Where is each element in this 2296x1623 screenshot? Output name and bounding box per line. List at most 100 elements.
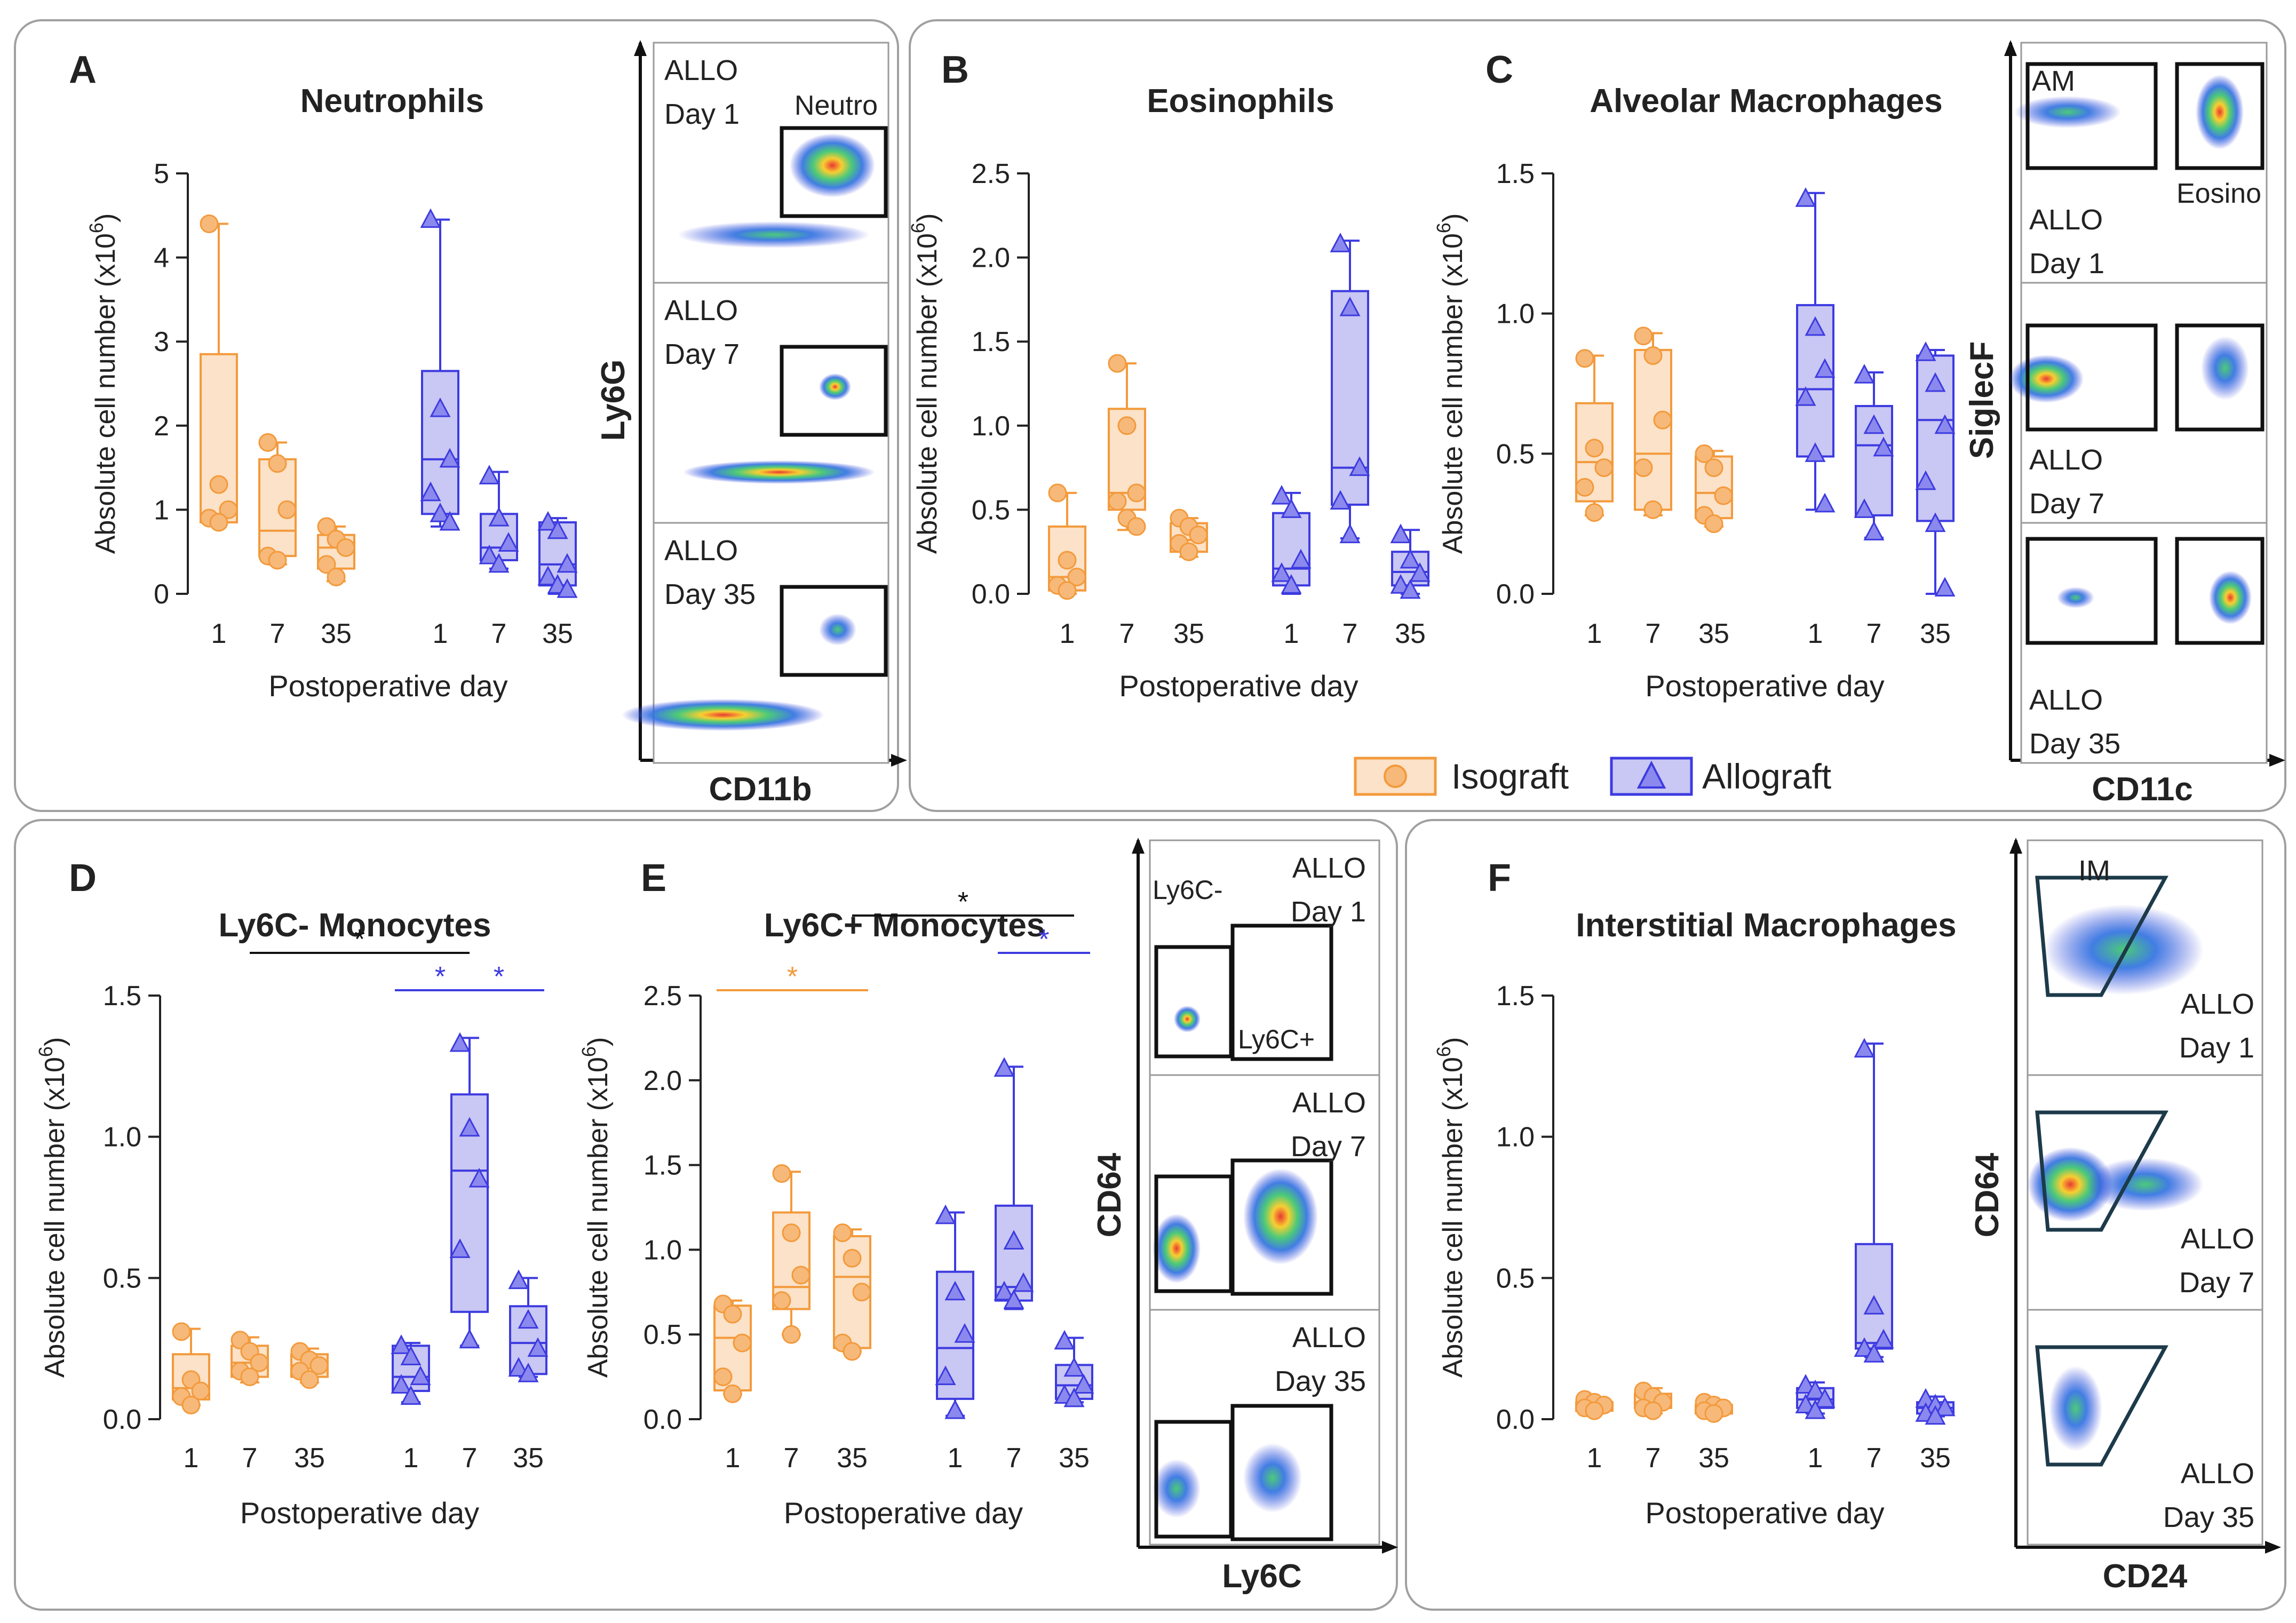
y-axis-title-close: ) [912, 213, 943, 222]
data-point [1805, 316, 1826, 336]
flow-subpanel: ALLO Day 1 [653, 42, 889, 284]
box-allo-day-1 [935, 1204, 975, 1419]
flow-sample-label: ALLO [664, 535, 738, 567]
data-point [1704, 514, 1723, 534]
y-tick-label: 1.0 [103, 1122, 141, 1153]
flow-sample-label: ALLO [1292, 1322, 1366, 1354]
data-point [1854, 1038, 1875, 1058]
flow-panel-F: CD24 CD64 ALLO Day 1 ALLO Day 7 ALLO Day 35 IM [1969, 838, 2281, 1595]
flow-sample-label: ALLO [664, 295, 738, 327]
y-axis-title-close: ) [583, 1037, 614, 1046]
y-tick-label: 3 [154, 327, 169, 357]
y-tick-label: 0.0 [972, 579, 1010, 610]
x-axis-title: Postoperative day [784, 1496, 1023, 1530]
flow-day-label: Day 1 [1291, 896, 1366, 928]
data-point [1013, 1272, 1034, 1292]
data-point [1915, 341, 1936, 361]
data-point [1934, 1396, 1956, 1417]
x-tick-label: 1 [1808, 618, 1823, 649]
data-point [518, 1363, 539, 1382]
density-cluster [1243, 1443, 1302, 1513]
chart-title: Ly6C+ Monocytes [764, 907, 1045, 944]
chart-F: F Interstitial Macrophages 0.0 0.5 1.0 1.5 1 7 3… [1433, 857, 1957, 1530]
data-point [843, 1248, 862, 1268]
data-point [1934, 414, 1956, 434]
x-tick-label: 35 [294, 1443, 325, 1474]
data-point [400, 1385, 422, 1405]
box-allo-day-1 [1271, 484, 1312, 595]
data-point [1925, 1405, 1946, 1425]
box-iso-day-35 [833, 1223, 871, 1361]
box-allo-day-35 [1915, 341, 1956, 596]
y-tick-label: 1.0 [1496, 1122, 1535, 1153]
data-point [954, 1323, 975, 1343]
flow-subpanel: ALLO Day 35 [2027, 1309, 2263, 1546]
data-point [1805, 1379, 1826, 1399]
y-axis-title-sup: 6 [35, 1046, 57, 1057]
box-allo-day-1 [1795, 1374, 1836, 1419]
data-point [172, 1322, 191, 1341]
data-point [557, 578, 578, 598]
data-point [449, 1238, 471, 1258]
y-axis-title: Absolute cell number (x106) [35, 1037, 70, 1378]
data-point [1271, 562, 1292, 582]
panel-frame-f [1405, 819, 2286, 1611]
x-tick-label: 35 [1698, 1443, 1729, 1474]
data-point [1863, 521, 1885, 540]
flow-day-label: Day 35 [2163, 1501, 2254, 1533]
flow-subpanel: ALLO Day 35 [1149, 1309, 1380, 1546]
flow-sample-label: ALLO [2181, 1223, 2254, 1255]
chart-title: Neutrophils [300, 83, 484, 120]
data-point [327, 567, 346, 586]
data-point [468, 1167, 490, 1188]
flow-x-label: CD24 [2103, 1558, 2188, 1595]
x-tick-label: 1 [1587, 1443, 1602, 1474]
x-tick-label: 7 [1866, 1443, 1882, 1474]
x-tick-label: 35 [321, 618, 352, 649]
gate [2175, 537, 2265, 645]
data-point [1575, 349, 1594, 368]
y-axis-title-sup: 6 [1433, 1046, 1455, 1057]
flow-subpanel: ALLO Day 7 [1149, 1074, 1380, 1311]
flow-subpanel: ALLO Day 35 [622, 522, 889, 764]
data-point [518, 1309, 539, 1329]
legend-allograft-label: Allograft [1702, 757, 1831, 796]
box-iqr [1272, 512, 1310, 587]
y-axis-title-sup: 6 [85, 222, 107, 233]
data-point [1339, 296, 1361, 316]
y-axis-title-sup: 6 [1433, 222, 1455, 233]
data-point [1814, 358, 1836, 378]
density-cluster [1153, 1459, 1201, 1518]
data-point [1575, 478, 1594, 497]
significance-star: * [1038, 924, 1049, 955]
box-iso-day-1 [713, 1294, 752, 1403]
data-point [268, 551, 287, 570]
box-iso-day-1 [172, 1322, 210, 1415]
data-point [391, 1374, 412, 1394]
flow-y-arrow [2009, 838, 2022, 854]
y-axis-title: Absolute cell number (x106) [907, 213, 943, 554]
density-cluster [2009, 355, 2084, 403]
y-axis-title-text: Absolute cell number (x10 [90, 233, 121, 554]
x-tick-label: 7 [1119, 618, 1135, 649]
data-point [733, 1333, 752, 1352]
data-point [994, 1057, 1015, 1077]
panel-frame-a [14, 19, 899, 812]
flow-subpanel: ALLO Day 1 [2027, 839, 2263, 1076]
chart-title: Alveolar Macrophages [1590, 83, 1943, 120]
y-tick-label: 2.0 [643, 1065, 682, 1096]
legend-isograft-marker [1384, 765, 1407, 788]
gate-label: Ly6C- [1153, 875, 1223, 905]
y-axis-title-text: Absolute cell number (x10 [912, 233, 943, 554]
flow-x-arrow [2269, 754, 2285, 767]
data-point [1330, 233, 1351, 252]
box-allo-day-7 [1854, 364, 1894, 540]
flow-panel-E: Ly6C CD64 ALLO Day 1 ALLO Day 7 ALLO Day 35 Ly6C… [1091, 838, 1398, 1595]
data-point [1805, 1399, 1826, 1419]
box-iso-day-35 [1695, 1393, 1733, 1423]
x-axis-title: Postoperative day [268, 669, 507, 703]
data-point [209, 513, 228, 532]
data-point [791, 1266, 811, 1285]
flow-cytometry-panels: CD11b Ly6G ALLO Day 1 ALLO Day 7 ALLO Day 35 Neu… [595, 40, 2285, 1595]
gate [780, 345, 888, 437]
